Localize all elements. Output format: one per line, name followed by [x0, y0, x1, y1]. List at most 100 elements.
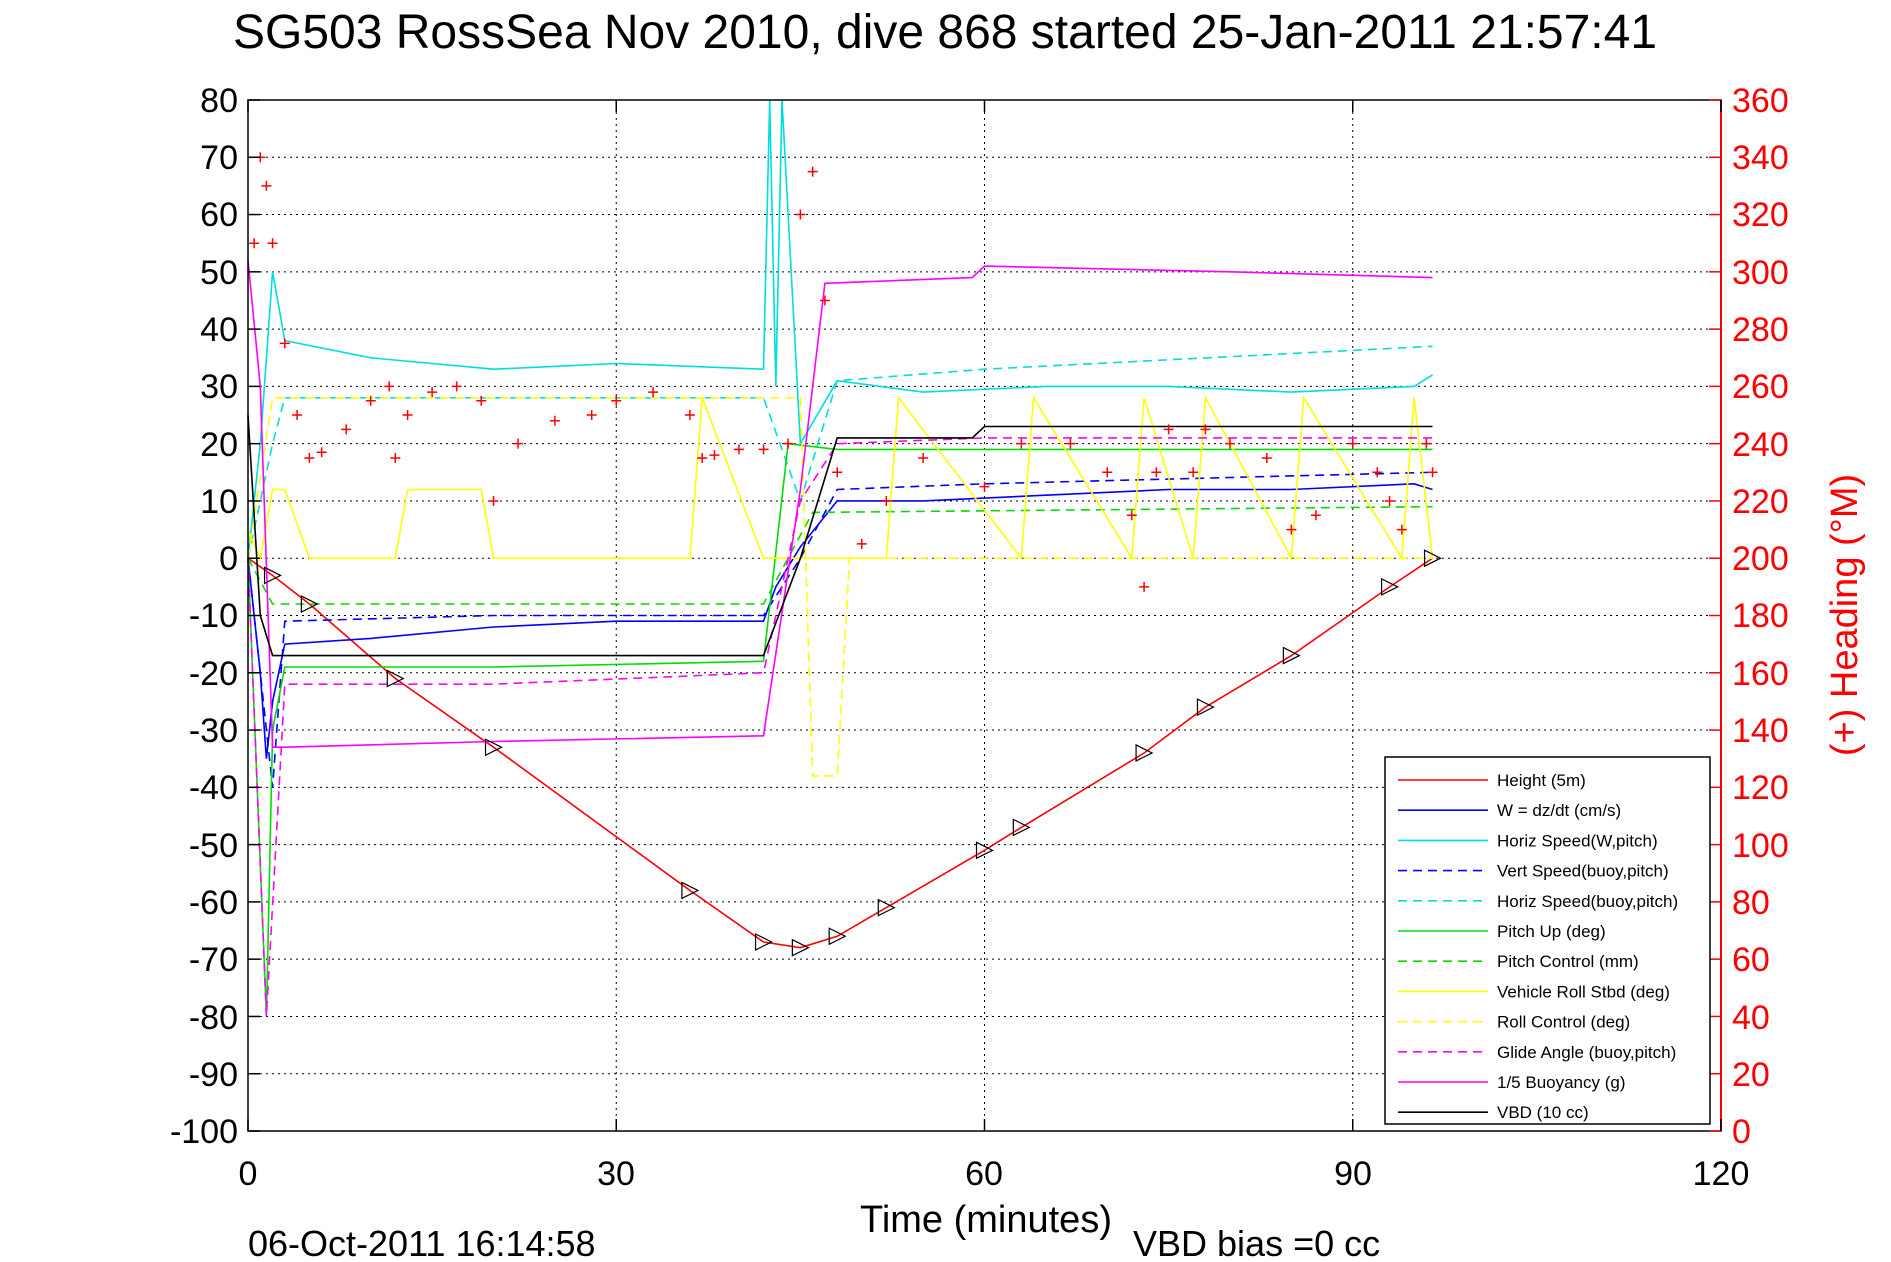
y-tick-label: 70 [200, 139, 238, 177]
heading-point [267, 238, 278, 249]
heading-point [1396, 524, 1407, 535]
heading-point [783, 438, 794, 449]
y-tick-label: 50 [200, 254, 238, 292]
y-tick-label: -80 [189, 999, 238, 1037]
series-glide-angle-buoy-pitch [247, 437, 1433, 1017]
depth-marker [263, 566, 282, 585]
depth-marker [1423, 549, 1442, 568]
y-tick-label: -70 [189, 941, 238, 979]
x-tick-label: 120 [1693, 1155, 1750, 1193]
heading-point [1421, 438, 1432, 449]
right-y-tick-labels: 360 340 320 300 280 260 240 220 200 180 … [1732, 82, 1789, 1151]
series-line [247, 505, 1433, 605]
heading-point [856, 538, 867, 549]
heading-point [1163, 424, 1174, 435]
heading-point [648, 387, 659, 398]
series-pitch-up-deg [247, 442, 1433, 1017]
x-tick-labels: 0 30 60 90 120 [239, 1155, 1750, 1193]
depth-marker [1282, 646, 1301, 665]
y-tick-label: 20 [200, 426, 238, 464]
depth-marker [754, 933, 773, 951]
x-axis-label: Time (minutes) [860, 1199, 1112, 1241]
heading-point [451, 381, 462, 392]
y-tick-label: -100 [170, 1113, 238, 1151]
series-line [247, 396, 1433, 777]
depth-marker [484, 738, 503, 757]
heading-point [709, 450, 720, 461]
legend-label: Horiz Speed(buoy,pitch) [1497, 892, 1678, 911]
heading-point [832, 467, 843, 478]
series-height-5m [247, 557, 1433, 949]
heading-point [1384, 495, 1395, 506]
right-y-tick-label: 340 [1732, 139, 1789, 177]
heading-point [249, 238, 260, 249]
y-tick-label: 80 [200, 82, 238, 120]
heading-point [304, 452, 315, 463]
heading-point [365, 395, 376, 406]
depth-marker [1012, 818, 1031, 837]
y-tick-label: -20 [189, 655, 238, 693]
series-line [247, 557, 1433, 949]
heading-point [1372, 467, 1383, 478]
y-tick-label: -10 [189, 597, 238, 635]
series-vert-speed-buoy-pitch [247, 471, 1433, 788]
y-tick-label: -50 [189, 827, 238, 865]
depth-marker [975, 841, 994, 860]
legend-label: Vehicle Roll Stbd (deg) [1497, 982, 1670, 1001]
right-y-tick-label: 320 [1732, 196, 1789, 234]
heading-point [1427, 467, 1438, 478]
y-tick-label: -30 [189, 712, 238, 750]
depth-marker [1135, 743, 1154, 762]
legend-label: Glide Angle (buoy,pitch) [1497, 1043, 1676, 1062]
heading-point [1310, 510, 1321, 521]
x-tick-label: 90 [1334, 1155, 1372, 1193]
series-roll-control-deg [247, 396, 1433, 777]
heading-point [807, 166, 818, 177]
right-y-tick-label: 200 [1732, 540, 1789, 578]
legend-label: Roll Control (deg) [1497, 1013, 1630, 1032]
heading-point [549, 415, 560, 426]
depth-marker [300, 595, 319, 614]
heading-point [611, 395, 622, 406]
right-y-tick-label: 140 [1732, 712, 1789, 750]
y-tick-label: -40 [189, 769, 238, 807]
right-y-tick-label: 360 [1732, 82, 1789, 120]
depth-marker [681, 881, 700, 900]
heading-point [427, 387, 438, 398]
y-tick-label: 0 [219, 540, 238, 578]
heading-point [1126, 510, 1137, 521]
legend: Height (5m) W = dz/dt (cm/s) Horiz Speed(W… [1384, 756, 1711, 1125]
timestamp-footer: 06-Oct-2011 16:14:58 [248, 1223, 596, 1262]
series-line [247, 345, 1433, 559]
heading-point [1225, 438, 1235, 449]
series-line [247, 471, 1433, 788]
heading-point [734, 444, 744, 455]
depth-marker [386, 669, 405, 688]
series-line [247, 395, 1434, 561]
right-y-tick-label: 0 [1732, 1113, 1751, 1151]
heading-point [1286, 524, 1297, 535]
legend-label: Horiz Speed(W,pitch) [1497, 831, 1658, 850]
y-tick-label: -90 [189, 1056, 238, 1094]
right-y-axis-label: (+) Heading (°M) [1824, 474, 1866, 756]
series-line [247, 414, 1433, 657]
right-y-tick-label: 220 [1732, 483, 1789, 521]
heading-point [795, 209, 806, 220]
right-y-tick-label: 180 [1732, 597, 1789, 635]
depth-marker [828, 927, 847, 946]
heading-point [1065, 438, 1076, 449]
heading-point [1188, 467, 1199, 478]
heading-point [918, 452, 929, 463]
right-y-tick-label: 40 [1732, 999, 1770, 1037]
series-heading [249, 152, 1438, 592]
axis-ticks [247, 99, 1722, 1132]
heading-point [979, 481, 990, 492]
y-tick-label: 40 [200, 311, 238, 349]
right-y-tick-label: 80 [1732, 884, 1770, 922]
heading-point [819, 295, 830, 306]
legend-label: W = dz/dt (cm/s) [1497, 801, 1621, 820]
x-tick-label: 30 [597, 1155, 635, 1193]
right-y-tick-label: 280 [1732, 311, 1789, 349]
heading-point [586, 410, 597, 421]
